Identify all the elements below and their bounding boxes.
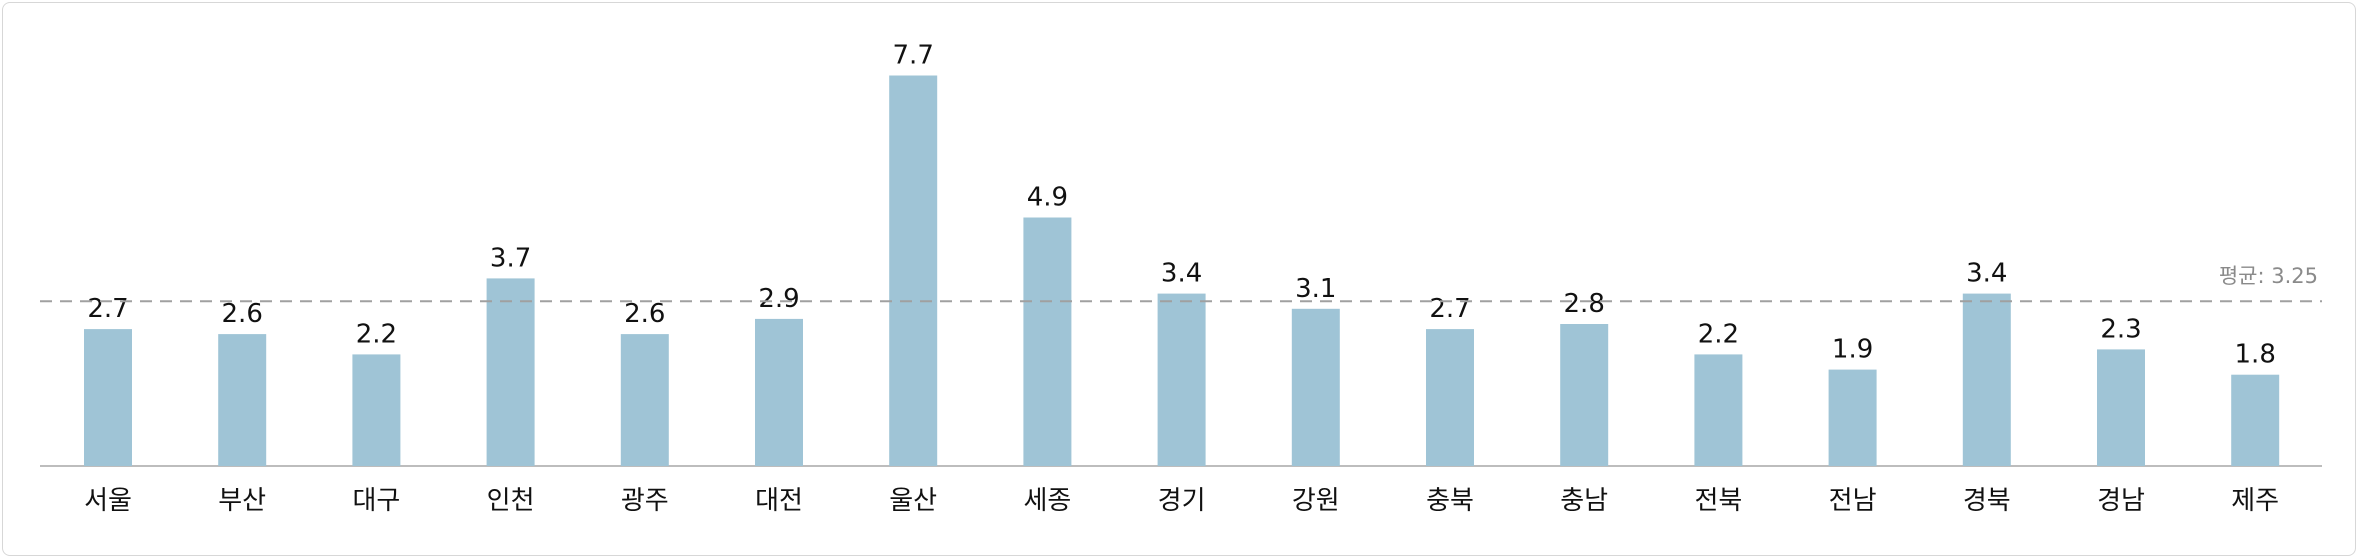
value-label-14: 1.9 xyxy=(1832,335,1873,365)
bar-2 xyxy=(218,334,267,466)
category-label-3: 대구 xyxy=(352,486,400,516)
bar-3 xyxy=(352,354,401,466)
value-label-15: 3.4 xyxy=(1966,259,2007,289)
average-label: 평균: 3.25 xyxy=(2219,264,2318,288)
value-label-9: 3.4 xyxy=(1161,259,1202,289)
value-label-7: 7.7 xyxy=(893,41,934,71)
value-label-6: 2.9 xyxy=(758,284,799,314)
category-label-2: 부산 xyxy=(218,486,266,516)
category-label-14: 전남 xyxy=(1829,486,1877,516)
category-label-15: 경북 xyxy=(1963,486,2011,516)
value-label-12: 2.8 xyxy=(1564,289,1605,319)
category-label-4: 인천 xyxy=(487,486,535,516)
bar-10 xyxy=(1291,308,1340,466)
value-label-4: 3.7 xyxy=(490,243,531,273)
bar-17 xyxy=(2231,374,2280,466)
bar-8 xyxy=(1023,217,1072,466)
bar-13 xyxy=(1694,354,1743,466)
bar-5 xyxy=(620,334,669,466)
value-label-2: 2.6 xyxy=(222,299,263,329)
bar-9 xyxy=(1157,293,1206,466)
value-label-3: 2.2 xyxy=(356,319,397,349)
bar-6 xyxy=(755,318,803,466)
category-label-6: 대전 xyxy=(755,486,803,516)
value-label-13: 2.2 xyxy=(1698,319,1739,349)
bar-1 xyxy=(84,329,132,466)
category-label-12: 충남 xyxy=(1560,486,1608,516)
value-label-8: 4.9 xyxy=(1027,183,1068,213)
category-label-7: 울산 xyxy=(889,486,937,516)
value-label-16: 2.3 xyxy=(2100,314,2141,344)
bar-4 xyxy=(486,278,535,466)
category-label-8: 세종 xyxy=(1023,486,1071,516)
value-label-1: 2.7 xyxy=(87,294,128,324)
category-label-17: 제주 xyxy=(2231,486,2279,516)
category-label-16: 경남 xyxy=(2097,486,2145,516)
bar-15 xyxy=(1962,293,2011,466)
value-label-5: 2.6 xyxy=(624,299,665,329)
category-label-9: 경기 xyxy=(1158,486,1206,516)
category-label-1: 서울 xyxy=(84,486,132,516)
category-label-10: 강원 xyxy=(1292,486,1340,516)
bar-14 xyxy=(1828,369,1877,466)
value-label-10: 3.1 xyxy=(1295,274,1336,304)
bar-7 xyxy=(889,75,938,466)
value-label-11: 2.7 xyxy=(1429,294,1470,324)
bar-11 xyxy=(1426,329,1474,466)
category-label-11: 충북 xyxy=(1426,486,1474,516)
bar-12 xyxy=(1560,324,1609,466)
value-label-17: 1.8 xyxy=(2235,340,2276,370)
category-label-5: 광주 xyxy=(621,486,669,516)
bar-16 xyxy=(2097,349,2145,466)
category-label-13: 전북 xyxy=(1694,486,1742,516)
